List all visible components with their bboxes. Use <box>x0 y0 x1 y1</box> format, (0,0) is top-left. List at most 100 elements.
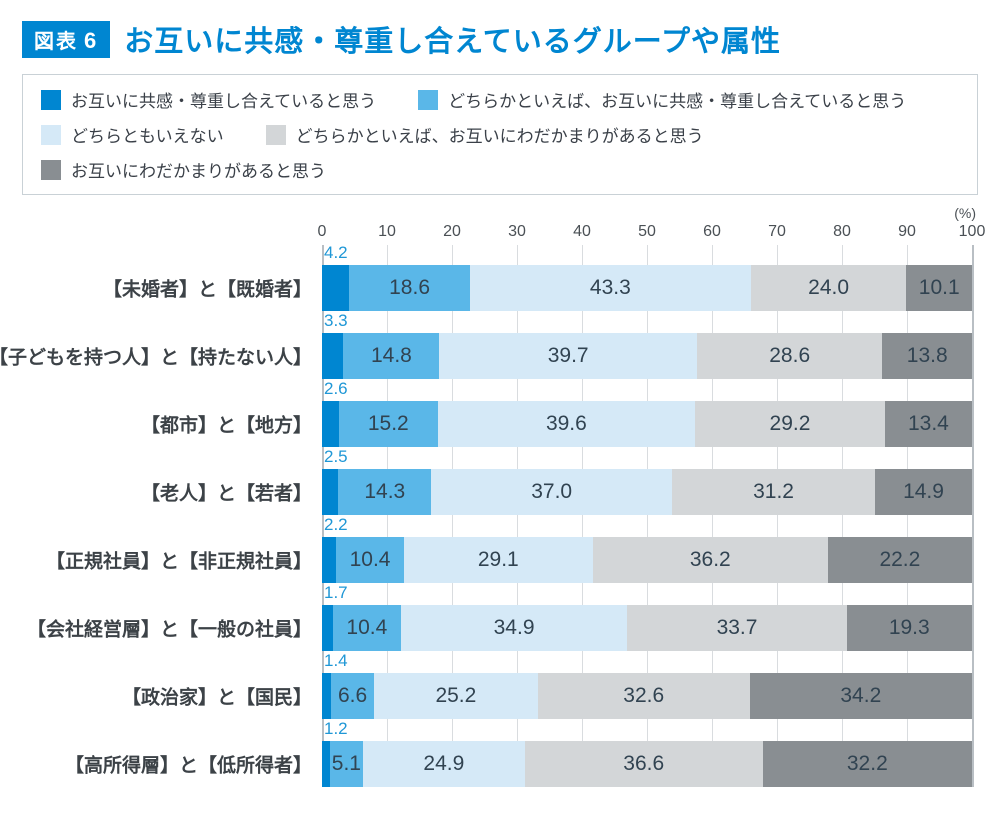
stacked-bar: 1.46.625.232.634.2 <box>322 673 972 719</box>
bar-segment: 2.5 <box>322 469 338 515</box>
x-tick-label: 20 <box>443 223 461 241</box>
bar-segment: 13.8 <box>882 333 972 379</box>
bar-segment: 25.2 <box>374 673 538 719</box>
bar-segment: 43.3 <box>470 265 751 311</box>
bar-segment: 10.4 <box>333 605 401 651</box>
legend-box: お互いに共感・尊重し合えていると思う どちらかといえば、お互いに共感・尊重し合えて… <box>22 74 978 195</box>
bar-segment: 31.2 <box>672 469 875 515</box>
bar-segment: 5.1 <box>330 741 363 787</box>
bar-segment: 39.6 <box>438 401 695 447</box>
bar-segment: 1.7 <box>322 605 333 651</box>
segment-value-small: 1.4 <box>324 651 348 671</box>
bar-segment: 22.2 <box>828 537 972 583</box>
bar-segment: 19.3 <box>847 605 972 651</box>
segment-value-small: 2.5 <box>324 447 348 467</box>
legend-label: どちらかといえば、お互いにわだかまりがあると思う <box>296 122 704 147</box>
x-tick-label: 70 <box>768 223 786 241</box>
bar-row: 【都市】と【地方】2.615.239.629.213.4 <box>322 401 972 447</box>
bar-segment: 2.6 <box>322 401 339 447</box>
bar-segment: 32.2 <box>763 741 972 787</box>
segment-value-small: 4.2 <box>324 243 348 263</box>
bar-segment: 1.2 <box>322 741 330 787</box>
segment-value-small: 1.7 <box>324 583 348 603</box>
x-tick-label: 30 <box>508 223 526 241</box>
bar-segment: 14.3 <box>338 469 431 515</box>
bar-segment: 36.2 <box>593 537 828 583</box>
legend-swatch <box>418 90 438 110</box>
legend-item: どちらともいえない <box>41 122 224 147</box>
bar-segment: 24.9 <box>363 741 525 787</box>
bar-row: 【高所得層】と【低所得者】1.25.124.936.632.2 <box>322 741 972 787</box>
figure-title: お互いに共感・尊重し合えているグループや属性 <box>124 18 781 60</box>
legend-item: どちらかといえば、お互いに共感・尊重し合えていると思う <box>418 87 906 112</box>
bar-row: 【政治家】と【国民】1.46.625.232.634.2 <box>322 673 972 719</box>
bar-row: 【会社経営層】と【一般の社員】1.710.434.933.719.3 <box>322 605 972 651</box>
bar-segment: 39.7 <box>439 333 697 379</box>
gridline <box>972 245 974 787</box>
segment-value-small: 1.2 <box>324 719 348 739</box>
stacked-bar: 4.218.643.324.010.1 <box>322 265 972 311</box>
category-label: 【政治家】と【国民】 <box>122 683 312 710</box>
legend-swatch <box>41 125 61 145</box>
legend-swatch <box>41 160 61 180</box>
badge-prefix: 図表 <box>34 25 78 54</box>
legend-label: どちらかといえば、お互いに共感・尊重し合えていると思う <box>448 87 906 112</box>
bar-segment: 4.2 <box>322 265 349 311</box>
badge-number: 6 <box>84 28 98 54</box>
category-label: 【高所得層】と【低所得者】 <box>65 751 312 778</box>
bar-row: 【老人】と【若者】2.514.337.031.214.9 <box>322 469 972 515</box>
bar-segment: 34.2 <box>750 673 972 719</box>
category-label: 【都市】と【地方】 <box>141 411 312 438</box>
bar-segment: 24.0 <box>751 265 907 311</box>
bar-segment: 18.6 <box>349 265 470 311</box>
bar-segment: 33.7 <box>627 605 846 651</box>
figure-header: 図表 6 お互いに共感・尊重し合えているグループや属性 <box>22 18 978 60</box>
bar-segment: 28.6 <box>697 333 883 379</box>
bar-segment: 14.8 <box>343 333 439 379</box>
x-tick-label: 40 <box>573 223 591 241</box>
bar-segment: 13.4 <box>885 401 972 447</box>
x-tick-label: 60 <box>703 223 721 241</box>
legend-label: どちらともいえない <box>71 122 224 147</box>
unit-label: (%) <box>954 205 976 221</box>
x-tick-label: 90 <box>898 223 916 241</box>
x-tick-label: 0 <box>318 223 327 241</box>
legend-label: お互いに共感・尊重し合えていると思う <box>71 87 376 112</box>
segment-value-small: 2.6 <box>324 379 348 399</box>
segment-value-small: 3.3 <box>324 311 348 331</box>
x-tick-label: 50 <box>638 223 656 241</box>
bar-segment: 10.4 <box>336 537 404 583</box>
plot-area: 【未婚者】と【既婚者】4.218.643.324.010.1 【子どもを持つ人】と… <box>322 265 972 787</box>
stacked-bar: 2.615.239.629.213.4 <box>322 401 972 447</box>
category-label: 【未婚者】と【既婚者】 <box>103 275 312 302</box>
bar-segment: 36.6 <box>525 741 763 787</box>
bar-segment: 3.3 <box>322 333 343 379</box>
bar-segment: 32.6 <box>538 673 750 719</box>
bar-segment: 34.9 <box>401 605 628 651</box>
bar-segment: 37.0 <box>431 469 672 515</box>
bar-segment: 14.9 <box>875 469 972 515</box>
legend-item: どちらかといえば、お互いにわだかまりがあると思う <box>266 122 704 147</box>
category-label: 【正規社員】と【非正規社員】 <box>46 547 312 574</box>
stacked-bar: 3.314.839.728.613.8 <box>322 333 972 379</box>
x-tick-label: 100 <box>959 223 986 241</box>
legend-swatch <box>41 90 61 110</box>
stacked-bar-chart: (%) 0102030405060708090100 【未婚者】と【既婚者】4.… <box>22 215 978 787</box>
figure-badge: 図表 6 <box>22 21 110 58</box>
bar-row: 【未婚者】と【既婚者】4.218.643.324.010.1 <box>322 265 972 311</box>
stacked-bar: 2.210.429.136.222.2 <box>322 537 972 583</box>
category-label: 【老人】と【若者】 <box>141 479 312 506</box>
bar-segment: 29.1 <box>404 537 593 583</box>
bar-row: 【子どもを持つ人】と【持たない人】3.314.839.728.613.8 <box>322 333 972 379</box>
bar-segment: 2.2 <box>322 537 336 583</box>
bar-row: 【正規社員】と【非正規社員】2.210.429.136.222.2 <box>322 537 972 583</box>
x-tick-label: 80 <box>833 223 851 241</box>
stacked-bar: 1.710.434.933.719.3 <box>322 605 972 651</box>
stacked-bar: 2.514.337.031.214.9 <box>322 469 972 515</box>
bar-segment: 6.6 <box>331 673 374 719</box>
bar-segment: 10.1 <box>906 265 972 311</box>
legend-item: お互いにわだかまりがあると思う <box>41 157 326 182</box>
bar-segment: 29.2 <box>695 401 885 447</box>
legend-swatch <box>266 125 286 145</box>
x-tick-label: 10 <box>378 223 396 241</box>
